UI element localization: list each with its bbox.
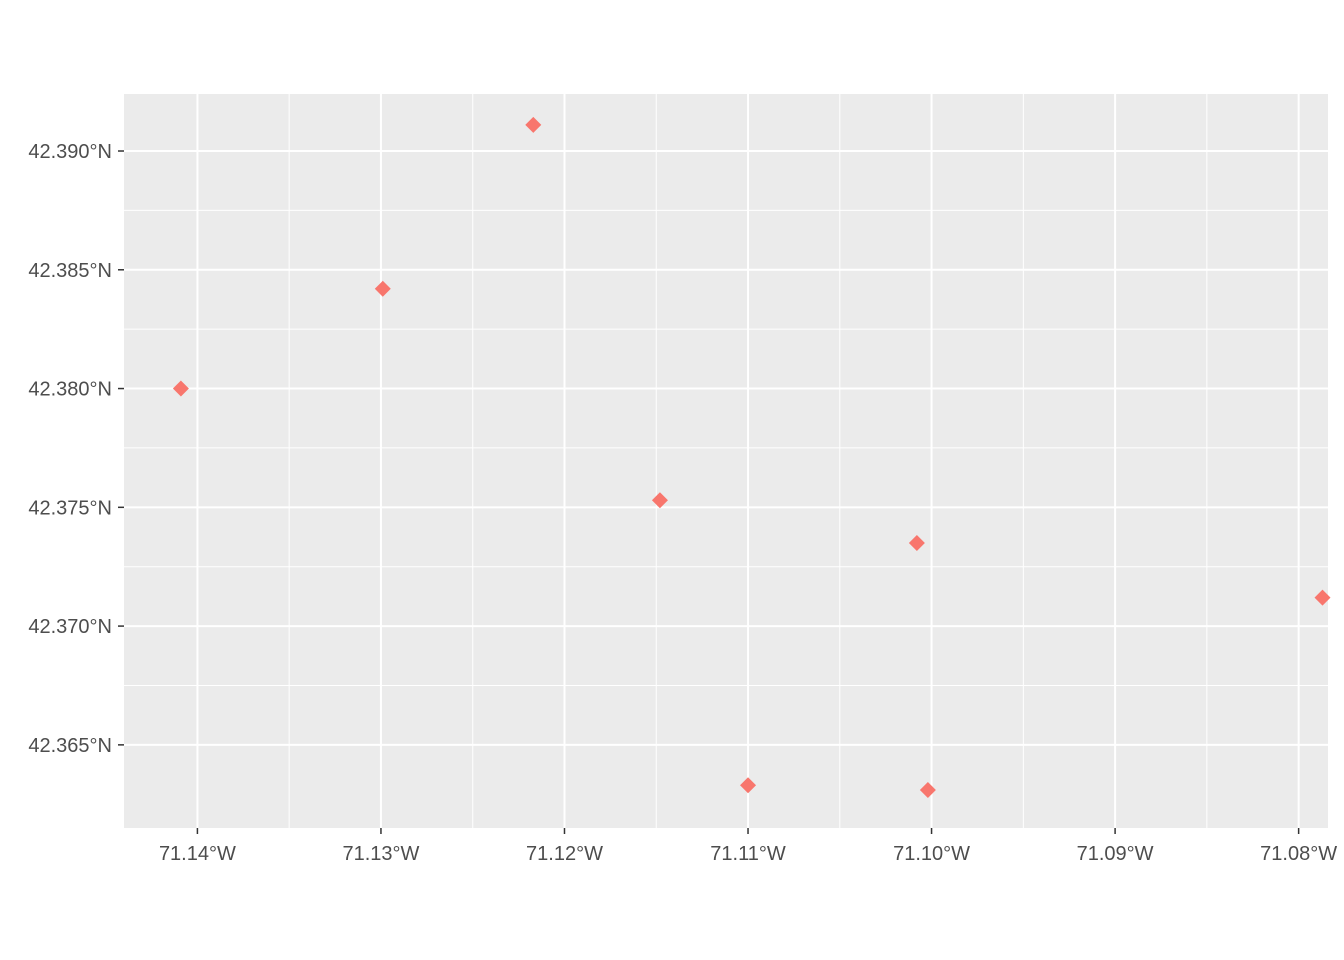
data-point	[908, 534, 925, 551]
grid-lines	[124, 94, 1328, 828]
x-tick-label: 71.12°W	[526, 843, 603, 865]
x-axis: 71.14°W 71.13°W 71.12°W 71.11°W 71.10°W 71.09…	[159, 828, 1337, 865]
data-point	[525, 116, 542, 133]
x-tick-label: 71.14°W	[159, 843, 236, 865]
y-tick-label: 42.375°N	[28, 497, 112, 519]
data-point	[919, 781, 936, 798]
y-tick-label: 42.390°N	[28, 141, 112, 163]
plot-panel	[124, 94, 1328, 828]
y-axis: 42.365°N 42.370°N 42.375°N 42.380°N 42.385°N…	[28, 141, 124, 757]
data-point	[172, 380, 189, 397]
y-tick-label: 42.380°N	[28, 379, 112, 401]
x-tick-label: 71.11°W	[710, 843, 786, 865]
y-tick-label: 42.365°N	[28, 735, 112, 757]
data-points	[172, 116, 1331, 798]
x-tick-label: 71.09°W	[1077, 843, 1154, 865]
data-point	[1314, 589, 1331, 606]
y-tick-label: 42.370°N	[28, 616, 112, 638]
x-tick-label: 71.13°W	[342, 843, 419, 865]
data-point	[651, 492, 668, 509]
data-point	[374, 280, 391, 297]
data-point	[740, 777, 757, 794]
y-tick-label: 42.385°N	[28, 260, 112, 282]
x-tick-label: 71.08°W	[1260, 843, 1337, 865]
x-tick-label: 71.10°W	[893, 843, 970, 865]
